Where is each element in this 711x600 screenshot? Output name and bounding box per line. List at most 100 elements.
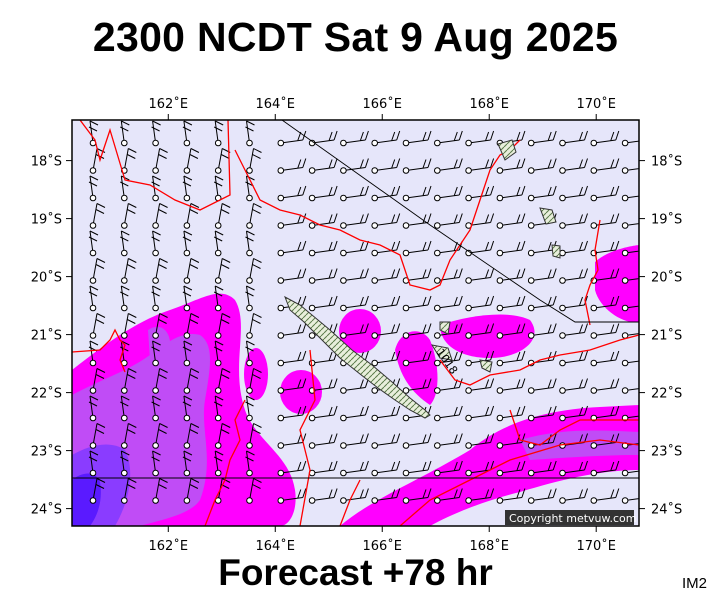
wind-barb <box>340 213 369 229</box>
wind-barb <box>277 213 307 229</box>
wind-barb <box>120 230 130 257</box>
lon-label-top: 168˚E <box>469 96 509 112</box>
lat-label-left: 22˚S <box>31 386 62 402</box>
wind-barb <box>527 130 557 147</box>
wind-barb <box>120 175 130 202</box>
wind-barb <box>496 405 526 422</box>
wind-barb <box>559 185 588 202</box>
wind-barb <box>120 120 130 147</box>
wind-barb <box>183 148 200 174</box>
wind-barb <box>277 158 307 174</box>
wind-barb <box>496 158 526 174</box>
wind-barb <box>277 433 307 449</box>
wind-barb <box>308 130 338 147</box>
wind-barb <box>213 120 224 147</box>
wind-barb <box>121 368 137 394</box>
wind-barb <box>246 478 262 504</box>
wind-barb <box>402 213 432 229</box>
wind-barb <box>277 460 307 477</box>
wind-barb <box>88 175 99 202</box>
wind-barb <box>89 203 106 229</box>
lon-label-bottom: 166˚E <box>362 538 402 554</box>
wind-barb <box>559 433 588 449</box>
wind-barb <box>621 497 639 504</box>
wind-barb <box>559 130 588 147</box>
wind-barb <box>340 405 369 422</box>
wind-barb <box>246 423 262 449</box>
wind-barb <box>213 450 224 477</box>
lat-label-right: 21˚S <box>651 328 682 344</box>
wind-barb <box>277 488 307 504</box>
wind-barb <box>151 340 161 367</box>
wind-barb <box>89 313 106 339</box>
wind-barb <box>277 378 307 394</box>
wind-barb <box>340 130 369 147</box>
wind-barb <box>434 158 463 174</box>
wind-barb <box>465 185 495 202</box>
loyalty-island-3 <box>479 359 493 373</box>
wind-barb <box>402 130 432 147</box>
wind-barb <box>590 433 620 449</box>
wind-barb <box>152 148 168 174</box>
wind-barb <box>340 433 369 449</box>
lat-label-left: 23˚S <box>31 444 62 460</box>
wind-barb <box>214 148 231 174</box>
wind-barb <box>434 460 463 477</box>
wind-barb <box>151 285 161 312</box>
wind-barb <box>371 323 401 339</box>
wind-barb <box>465 130 495 147</box>
vanuatu-island-1 <box>497 139 517 161</box>
wind-barb <box>434 433 463 449</box>
wind-barb <box>527 268 557 284</box>
wind-barb <box>496 350 526 367</box>
forecast-label: Forecast +78 hr <box>218 552 493 593</box>
wind-barb <box>402 460 432 477</box>
wind-barb <box>590 268 620 284</box>
wind-barb <box>402 433 432 449</box>
wind-barb <box>340 185 369 202</box>
wind-barb <box>621 469 639 477</box>
wind-barb <box>245 285 255 312</box>
wind-barb <box>371 350 401 367</box>
wind-barb <box>246 203 262 229</box>
wind-barb <box>277 350 307 367</box>
wind-barb <box>559 378 588 394</box>
wind-barb <box>245 230 255 257</box>
wind-barb <box>308 378 338 394</box>
wind-barb <box>183 423 200 449</box>
wind-barb <box>559 460 588 477</box>
wind-barb <box>246 313 262 339</box>
lat-label-left: 19˚S <box>31 212 62 228</box>
wind-barb <box>590 158 620 174</box>
wind-barb <box>434 268 463 284</box>
land-masses <box>284 139 561 419</box>
lon-label-bottom: 164˚E <box>255 538 295 554</box>
wind-barb <box>559 488 588 504</box>
lon-label-bottom: 168˚E <box>469 538 509 554</box>
wind-barb <box>151 395 161 422</box>
wind-barb <box>182 230 193 257</box>
wind-barb <box>89 148 106 174</box>
wind-barb <box>590 350 620 367</box>
wind-barb <box>277 185 307 202</box>
wind-barb <box>496 378 526 394</box>
lon-label-top: 166˚E <box>362 96 402 112</box>
wind-barb <box>402 268 432 284</box>
wind-barbs <box>88 120 639 504</box>
wind-barb <box>559 350 588 367</box>
wind-barb <box>559 240 588 257</box>
wind-barb <box>151 230 161 257</box>
wind-barb <box>590 130 620 147</box>
new-caledonia-island <box>284 295 431 419</box>
wind-barb <box>308 213 338 229</box>
wind-barb <box>402 240 432 257</box>
wind-barb <box>559 405 588 422</box>
wind-barb <box>182 120 193 147</box>
vanuatu-island-2 <box>539 207 557 225</box>
lat-label-left: 24˚S <box>31 502 62 518</box>
wind-barb <box>214 423 231 449</box>
wind-barb <box>590 378 620 394</box>
wind-barb <box>590 295 620 312</box>
wind-barb <box>496 295 526 312</box>
wind-barb <box>121 313 137 339</box>
